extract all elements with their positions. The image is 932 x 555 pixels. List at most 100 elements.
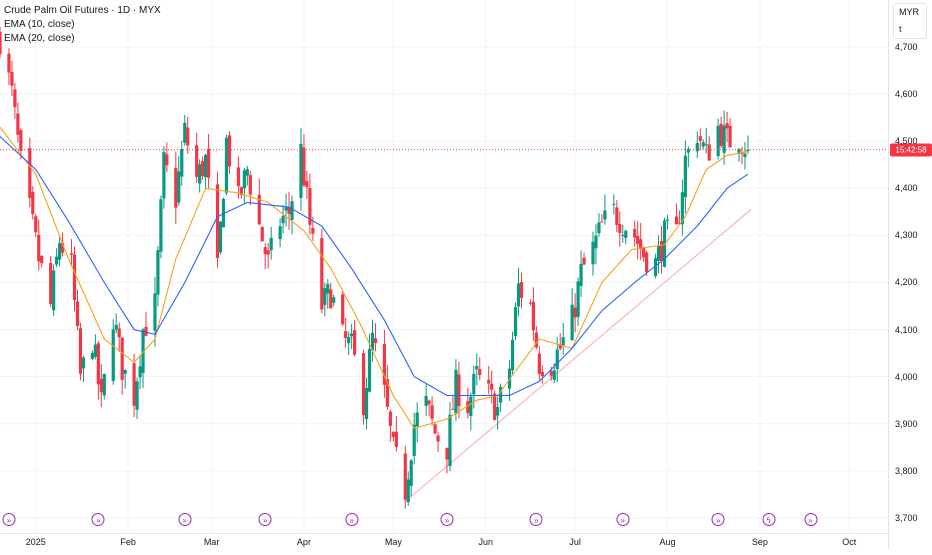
candle-body [269, 237, 273, 251]
candle-body [457, 374, 461, 407]
candle-body [683, 155, 687, 198]
candle-body [427, 400, 431, 405]
candle-body [183, 122, 187, 143]
candle-body [326, 284, 330, 294]
candle-body [534, 332, 538, 348]
price-tick-label: 4,000 [895, 371, 918, 382]
replay-arrow-icon[interactable]: » [345, 513, 359, 526]
candle-body [31, 192, 35, 214]
price-tick-label: 4,200 [895, 277, 918, 288]
candle-body [552, 370, 556, 380]
candle-body [561, 337, 565, 346]
candle-body [716, 125, 720, 157]
replay-arrow-icon[interactable]: » [91, 513, 105, 526]
candle-body [591, 241, 595, 265]
replay-arrow-icon[interactable]: » [616, 513, 630, 526]
candle-body [576, 281, 580, 317]
candle-body [698, 136, 702, 141]
candle-body [412, 424, 416, 457]
candle-body [409, 460, 413, 486]
candle-body [341, 294, 345, 325]
candle-body [594, 235, 598, 249]
flash-icon[interactable]: ϟ [762, 513, 776, 526]
candle-body [639, 239, 643, 250]
replay-arrow-icon[interactable]: » [258, 513, 272, 526]
candle-body [665, 219, 670, 221]
replay-arrow-icon[interactable]: » [804, 513, 818, 526]
time-tick-label: Jul [569, 537, 581, 547]
candle-body [69, 253, 74, 255]
replay-arrow-icon[interactable]: » [2, 513, 16, 526]
chart-plot-area[interactable] [0, 0, 888, 550]
candle-body [597, 222, 601, 234]
price-tick-label: 4,700 [895, 42, 918, 53]
candle-body [478, 369, 482, 376]
candle-body [55, 256, 59, 265]
candle-body [433, 424, 437, 434]
candle-body [284, 207, 288, 211]
candle-body [13, 89, 17, 108]
replay-arrow-icon[interactable]: » [440, 513, 454, 526]
candle-body [653, 258, 658, 277]
candle-body [728, 125, 732, 148]
candle-body [737, 148, 741, 154]
candle-body [516, 283, 521, 307]
chart-legend: Crude Palm Oil Futures · 1D · MYX EMA (1… [4, 4, 161, 46]
replay-arrow-icon[interactable]: » [529, 513, 543, 526]
replay-arrow-icon[interactable]: » [711, 513, 725, 526]
candle-body [16, 113, 20, 135]
candle-body [81, 357, 86, 369]
candle-body [93, 344, 97, 357]
time-scale[interactable]: 2025 Feb Mar Apr May Jun Jul Aug Sep Oct [0, 533, 888, 551]
candle-body [40, 255, 44, 264]
candle-body [305, 181, 309, 188]
candle-body [537, 353, 541, 374]
candle-body [406, 479, 410, 503]
candle-body [60, 242, 65, 253]
price-scale[interactable]: MYR t 15:42:58 3,700 3,800 3,900 4,000 4,100… [888, 0, 932, 550]
symbol-title[interactable]: Crude Palm Oil Futures · 1D · MYX [4, 5, 161, 16]
time-tick-label: Feb [120, 537, 136, 547]
candle-body [138, 366, 142, 378]
candle-body [513, 307, 518, 337]
time-tick-label: May [384, 537, 402, 547]
candle-body [114, 324, 118, 330]
replay-arrow-icon[interactable]: » [178, 513, 192, 526]
candle-body [90, 352, 94, 359]
candle-body [701, 142, 705, 147]
price-tick-label: 4,600 [895, 89, 918, 100]
candle-body [621, 234, 625, 236]
currency-unit-selector[interactable]: MYR t [893, 3, 927, 39]
ema-20-legend[interactable]: EMA (20, close) [4, 33, 75, 44]
candle-body [424, 395, 428, 406]
candle-body [370, 332, 375, 351]
candle-body [206, 148, 211, 178]
candle-body [451, 408, 455, 410]
candlestick-chart[interactable] [0, 0, 888, 550]
currency-label: MYR [899, 7, 919, 17]
candle-body [415, 412, 419, 427]
candle-body [746, 149, 750, 152]
candle-body [0, 31, 2, 55]
candle-body [37, 235, 41, 262]
candle-body [540, 371, 544, 376]
ema-10-line [0, 126, 748, 430]
candle-body [19, 130, 23, 151]
candle-body [361, 353, 366, 416]
candle-body [430, 405, 434, 419]
candle-body [28, 148, 32, 198]
candle-body [740, 152, 744, 154]
candle-body [454, 369, 458, 414]
price-tick-label: 4,400 [895, 183, 918, 194]
candle-body [656, 245, 661, 261]
candle-body [573, 307, 577, 318]
candle-body [302, 147, 306, 186]
candle-body [201, 161, 205, 177]
candle-body [224, 137, 229, 193]
candle-body [531, 301, 535, 331]
candle-body [248, 175, 252, 195]
ema-10-legend[interactable]: EMA (10, close) [4, 19, 75, 30]
candle-body [102, 373, 106, 396]
candle-body [236, 167, 240, 187]
price-tick-label: 4,300 [895, 230, 918, 241]
